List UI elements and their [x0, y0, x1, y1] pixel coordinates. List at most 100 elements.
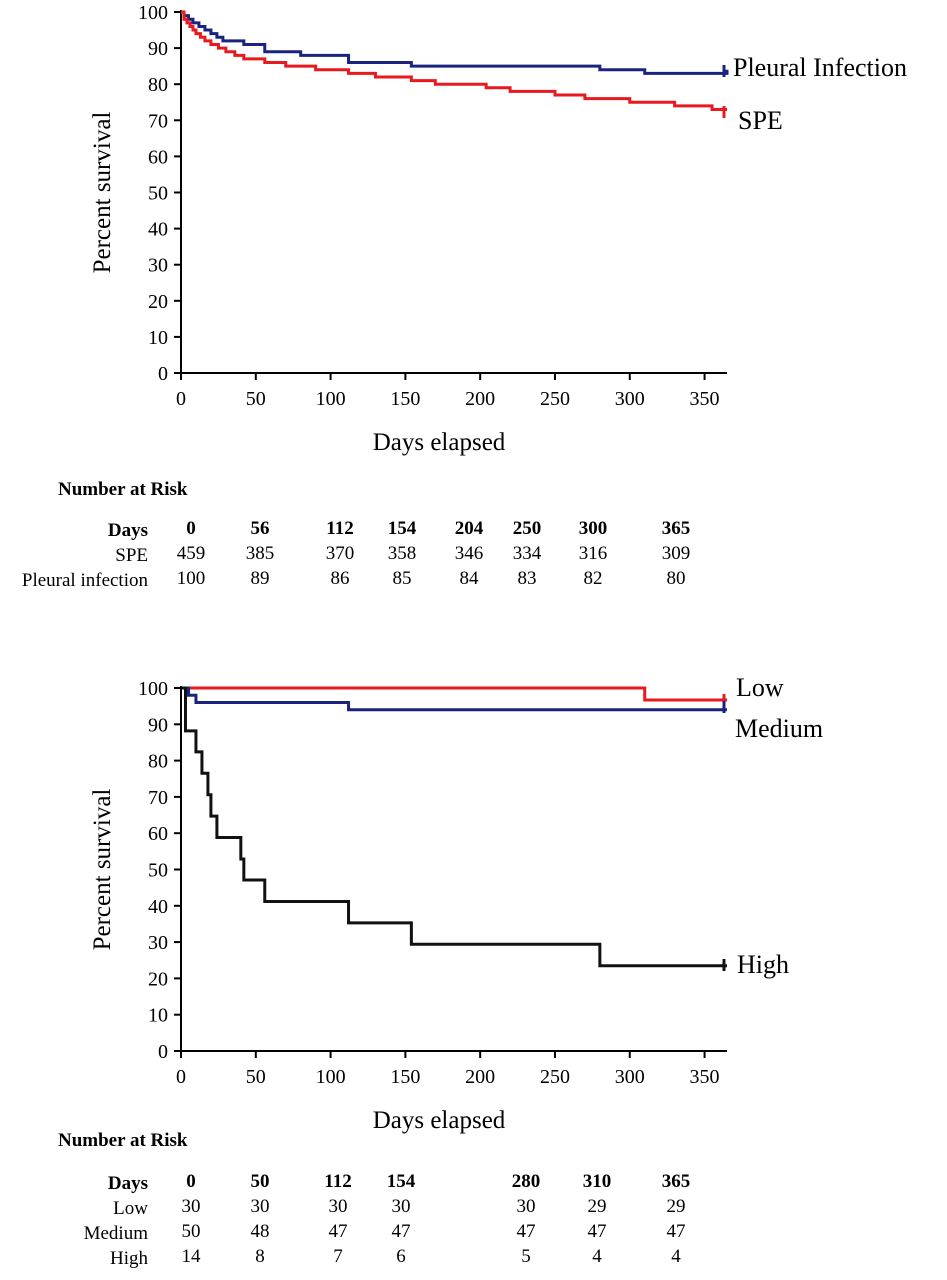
risk-cell: 30: [181, 1196, 201, 1217]
y-tick-label: 60: [148, 823, 168, 845]
y-tick-label: 100: [138, 2, 168, 24]
y-tick-label: 10: [148, 327, 168, 349]
series-label: Pleural Infection: [733, 53, 907, 82]
y-tick-label: 0: [158, 1041, 168, 1063]
risk-cell: 89: [250, 568, 270, 589]
x-tick-label: 100: [316, 1066, 346, 1088]
risk-cell: 47: [587, 1221, 607, 1242]
risk-cell: 30: [516, 1196, 536, 1217]
risk-table-2-row-high: High 14 8 7 6 5 4 4: [0, 1246, 681, 1271]
risk-cell: 309: [661, 543, 691, 564]
risk-cell: 30: [391, 1196, 411, 1217]
risk-table-2: Days 0 50 112 154 280 310 365 Low 30 30 …: [0, 1171, 691, 1271]
x-tick-label: 50: [246, 388, 266, 410]
y-tick-label: 40: [148, 219, 168, 241]
risk-cell: 5: [521, 1246, 531, 1267]
risk-table-2-day: 310: [582, 1171, 612, 1192]
y-axis-title: Percent survival: [89, 789, 116, 951]
risk-cell: 8: [255, 1246, 265, 1267]
series-label: SPE: [738, 106, 783, 135]
risk-cell: 100: [176, 568, 206, 589]
risk-cell: 346: [454, 543, 484, 564]
x-tick-label: 0: [176, 1066, 186, 1088]
x-tick-label: 250: [540, 388, 570, 410]
x-tick-label: 250: [540, 1066, 570, 1088]
x-tick-label: 100: [316, 388, 346, 410]
risk-cell: 459: [176, 543, 206, 564]
risk-cell: 86: [330, 568, 350, 589]
y-tick-label: 70: [148, 110, 168, 132]
risk-cell: 84: [459, 568, 479, 589]
y-tick-label: 20: [148, 968, 168, 990]
x-tick-label: 150: [390, 388, 420, 410]
y-tick-label: 70: [148, 787, 168, 809]
x-tick-label: 0: [176, 388, 186, 410]
risk-table-2-title: Number at Risk: [58, 1130, 188, 1151]
risk-table-2-day: 0: [186, 1171, 196, 1192]
y-tick-label: 50: [148, 860, 168, 882]
risk-cell: 50: [181, 1221, 201, 1242]
risk-cell: 48: [250, 1221, 270, 1242]
survival-curve-pleural-infection: [181, 10, 729, 75]
x-tick-label: 50: [246, 1066, 266, 1088]
risk-table-1-day: 365: [661, 518, 691, 539]
y-axis-title: Percent survival: [89, 112, 116, 274]
risk-row-label: Low: [113, 1197, 148, 1219]
x-tick-label: 350: [690, 388, 720, 410]
y-tick-label: 80: [148, 74, 168, 96]
x-tick-label: 300: [615, 388, 645, 410]
y-tick-label: 60: [148, 146, 168, 168]
x-tick-label: 300: [615, 1066, 645, 1088]
risk-cell: 14: [181, 1246, 201, 1267]
risk-table-1-day: 204: [454, 518, 484, 539]
risk-cell: 7: [333, 1246, 343, 1267]
risk-table-2-day: 50: [250, 1171, 270, 1192]
risk-cell: 47: [328, 1221, 348, 1242]
risk-table-1-day: 154: [387, 518, 417, 539]
risk-cell: 80: [666, 568, 686, 589]
risk-cell: 4: [592, 1246, 602, 1267]
risk-cell: 370: [325, 543, 355, 564]
y-tick-label: 30: [148, 932, 168, 954]
risk-table-2-row-medium: Medium 50 48 47 47 47 47 47: [0, 1221, 686, 1246]
y-tick-label: 90: [148, 714, 168, 736]
y-tick-label: 40: [148, 896, 168, 918]
risk-cell: 47: [391, 1221, 411, 1242]
risk-row-label: SPE: [115, 544, 148, 566]
risk-cell: 385: [245, 543, 275, 564]
x-tick-label: 350: [690, 1066, 720, 1088]
risk-cell: 316: [578, 543, 608, 564]
series-label: Low: [736, 673, 784, 702]
risk-cell: 47: [666, 1221, 686, 1242]
risk-table-1: Days 0 56 112 154 204 250 300 365 SPE 45…: [0, 518, 690, 593]
series-label: High: [737, 950, 789, 979]
y-tick-label: 0: [158, 363, 168, 385]
risk-table-1-row-pleural-infection: Pleural infection 100 89 86 85 84 83 82 …: [0, 568, 686, 593]
risk-cell: 358: [387, 543, 417, 564]
risk-row-label: Pleural infection: [21, 569, 148, 591]
risk-cell: 85: [392, 568, 412, 589]
risk-table-2-day: 112: [324, 1171, 352, 1192]
x-axis-title: Days elapsed: [373, 1107, 506, 1134]
y-tick-label: 100: [138, 678, 168, 700]
risk-table-2-day: 280: [511, 1171, 541, 1192]
risk-table-1-days-label: Days: [107, 519, 148, 541]
risk-cell: 6: [396, 1246, 406, 1267]
x-tick-label: 200: [465, 1066, 495, 1088]
x-tick-label: 150: [390, 1066, 420, 1088]
survival-curve-low: [181, 686, 727, 702]
risk-table-1-day: 0: [186, 518, 196, 539]
y-tick-label: 90: [148, 38, 168, 60]
survival-curve-high: [181, 686, 727, 968]
risk-cell: 82: [583, 568, 603, 589]
risk-row-label: Medium: [83, 1222, 148, 1244]
risk-table-2-day: 365: [661, 1171, 691, 1192]
risk-cell: 83: [517, 568, 537, 589]
y-tick-label: 30: [148, 255, 168, 277]
risk-table-1-row-spe: SPE 459 385 370 358 346 334 316 309: [0, 543, 690, 568]
risk-table-1-title: Number at Risk: [58, 479, 188, 500]
risk-cell: 29: [666, 1196, 686, 1217]
risk-cell: 29: [587, 1196, 607, 1217]
survival-curve-spe: [181, 10, 727, 111]
y-tick-label: 50: [148, 183, 168, 205]
